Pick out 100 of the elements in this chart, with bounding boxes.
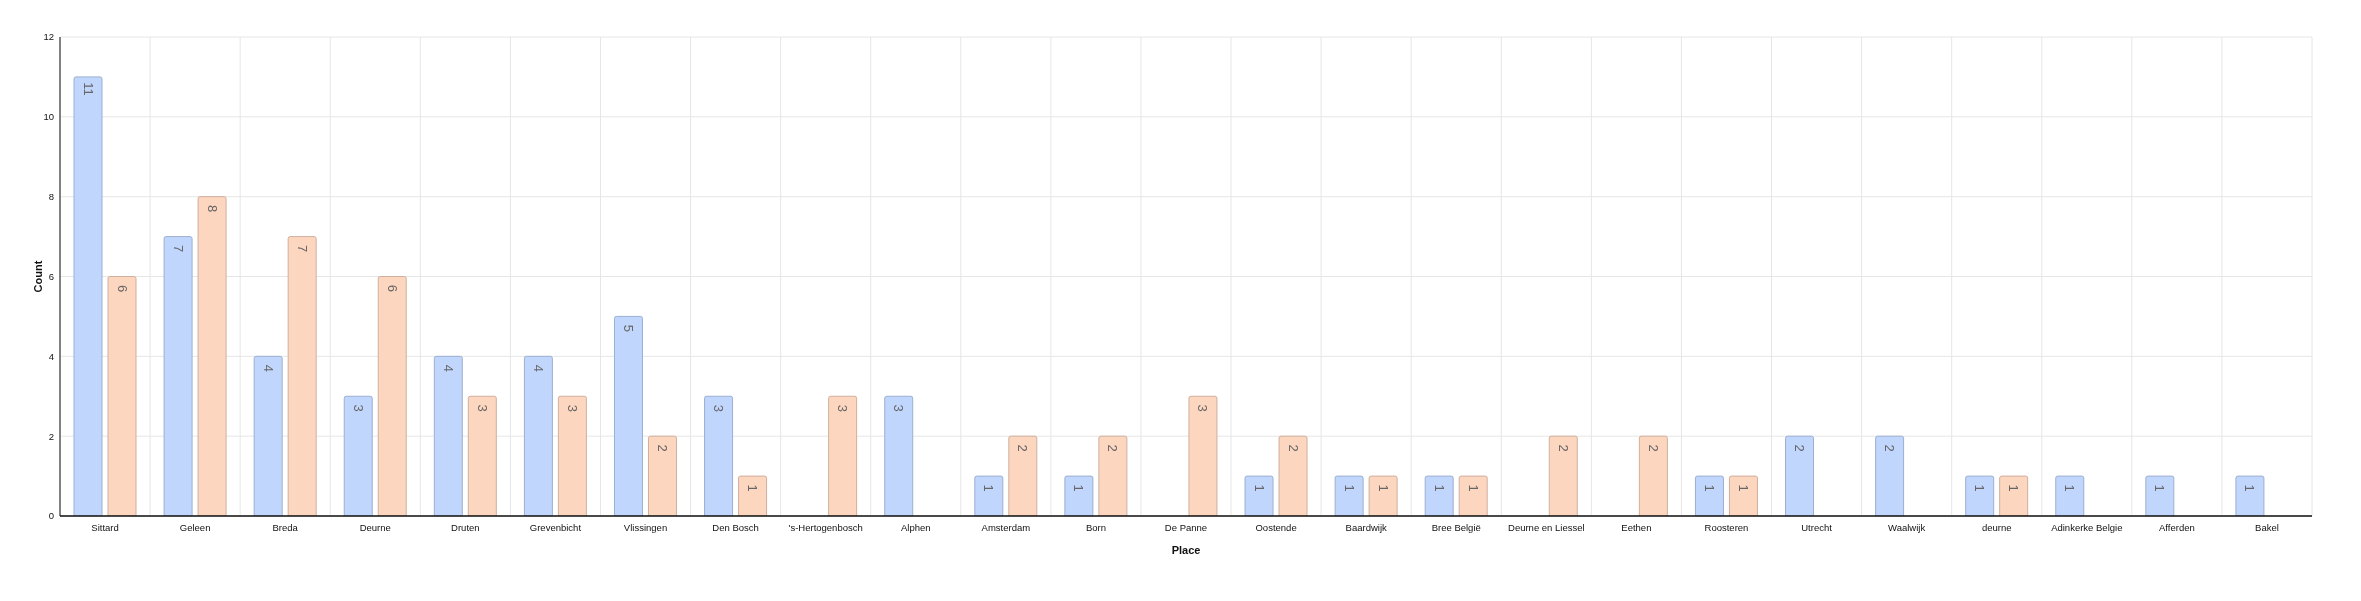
bar xyxy=(1999,475,2029,516)
bar xyxy=(1008,435,1038,516)
bar xyxy=(884,395,914,516)
bar xyxy=(523,355,553,516)
data-label: 1 xyxy=(1375,484,1391,492)
data-label: 3 xyxy=(891,404,907,412)
data-label: 7 xyxy=(170,244,186,253)
data-label: 3 xyxy=(835,404,851,412)
bar xyxy=(2235,475,2265,516)
bar xyxy=(1424,475,1454,516)
x-tick-label: Druten xyxy=(451,521,480,533)
data-label: 4 xyxy=(260,364,276,372)
data-label: 3 xyxy=(564,404,580,412)
bar xyxy=(73,76,103,516)
bar xyxy=(253,355,283,516)
data-label: 1 xyxy=(2006,484,2022,492)
data-label: 1 xyxy=(1701,484,1717,492)
data-label: 1 xyxy=(1341,484,1357,492)
x-tick-label: Alphen xyxy=(900,521,931,533)
x-tick-label: Born xyxy=(1085,521,1106,533)
bar xyxy=(1188,395,1218,516)
x-tick-label: De Panne xyxy=(1164,521,1208,533)
data-label: 1 xyxy=(2152,484,2168,492)
data-label: 1 xyxy=(1735,484,1751,492)
bar xyxy=(974,475,1004,516)
y-tick-label: 6 xyxy=(48,270,54,282)
bar xyxy=(704,395,734,516)
bar xyxy=(467,395,497,516)
x-tick-label: Bakel xyxy=(2255,521,2279,533)
bar xyxy=(2145,475,2175,516)
data-label: 6 xyxy=(384,284,400,293)
data-label: 1 xyxy=(981,484,997,492)
x-tick-label: Baardwijk xyxy=(1345,521,1387,533)
x-tick-label: Bree België xyxy=(1431,521,1481,533)
data-label: 1 xyxy=(1071,484,1087,492)
y-tick-label: 10 xyxy=(43,111,54,123)
bar xyxy=(1965,475,1995,516)
data-label: 2 xyxy=(1792,444,1808,452)
bar xyxy=(2055,475,2085,516)
x-tick-label: Oostende xyxy=(1255,521,1297,533)
bar xyxy=(738,475,768,516)
data-label: 2 xyxy=(1105,444,1121,452)
data-label: 2 xyxy=(654,444,670,452)
y-tick-label: 4 xyxy=(48,350,54,362)
bar xyxy=(1064,475,1094,516)
bar xyxy=(1548,435,1578,516)
data-label: 3 xyxy=(474,404,490,412)
x-tick-label: Sittard xyxy=(91,521,119,533)
bar xyxy=(433,355,463,516)
data-label: 11 xyxy=(80,82,96,96)
x-tick-label: Adinkerke Belgie xyxy=(2051,521,2123,533)
bar xyxy=(1728,475,1758,516)
data-label: 6 xyxy=(114,284,130,293)
bar xyxy=(1785,435,1815,516)
bar xyxy=(1458,475,1488,516)
bar xyxy=(647,435,677,516)
x-tick-label: Amsterdam xyxy=(981,521,1031,533)
data-label: 2 xyxy=(1645,444,1661,452)
x-tick-label: Breda xyxy=(272,521,299,533)
y-tick-label: 0 xyxy=(48,510,54,522)
y-tick-label: 8 xyxy=(48,191,54,203)
x-tick-label: Roosteren xyxy=(1704,521,1749,533)
data-label: 2 xyxy=(1015,444,1031,452)
bar xyxy=(557,395,587,516)
x-tick-label: Deurne xyxy=(359,521,391,533)
x-tick-label: 's-Hertogenbosch xyxy=(788,521,863,533)
bar xyxy=(828,395,858,516)
bar xyxy=(1334,475,1364,516)
y-axis-title: Count xyxy=(32,260,44,293)
x-axis-title: Place xyxy=(1171,544,1201,556)
x-tick-label: Den Bosch xyxy=(712,521,759,533)
x-tick-label: deurne xyxy=(1981,521,2012,533)
bar xyxy=(287,236,317,516)
data-label: 1 xyxy=(2062,484,2078,492)
bar xyxy=(1244,475,1274,516)
bar xyxy=(377,276,407,516)
bar xyxy=(613,315,643,516)
data-label: 1 xyxy=(1972,484,1988,492)
data-label: 4 xyxy=(440,364,456,372)
data-label: 1 xyxy=(1465,484,1481,492)
data-label: 3 xyxy=(1195,404,1211,412)
bar xyxy=(343,395,373,516)
data-label: 2 xyxy=(1285,444,1301,452)
data-label: 2 xyxy=(1882,444,1898,452)
x-tick-label: Vlissingen xyxy=(623,521,668,533)
y-tick-label: 2 xyxy=(48,430,54,442)
x-tick-label: Deurne en Liessel xyxy=(1508,521,1585,533)
data-label: 8 xyxy=(204,205,220,213)
data-label: 3 xyxy=(350,404,366,412)
bar xyxy=(1638,435,1668,516)
bar xyxy=(1278,435,1308,516)
bar xyxy=(107,276,137,516)
x-tick-label: Waalwijk xyxy=(1888,521,1926,533)
x-tick-label: Eethen xyxy=(1621,521,1652,533)
data-label: 1 xyxy=(745,484,761,492)
y-tick-label: 12 xyxy=(43,31,54,43)
data-label: 1 xyxy=(1251,484,1267,492)
data-label: 1 xyxy=(2242,484,2258,492)
bar xyxy=(1694,475,1724,516)
data-label: 7 xyxy=(294,244,310,253)
